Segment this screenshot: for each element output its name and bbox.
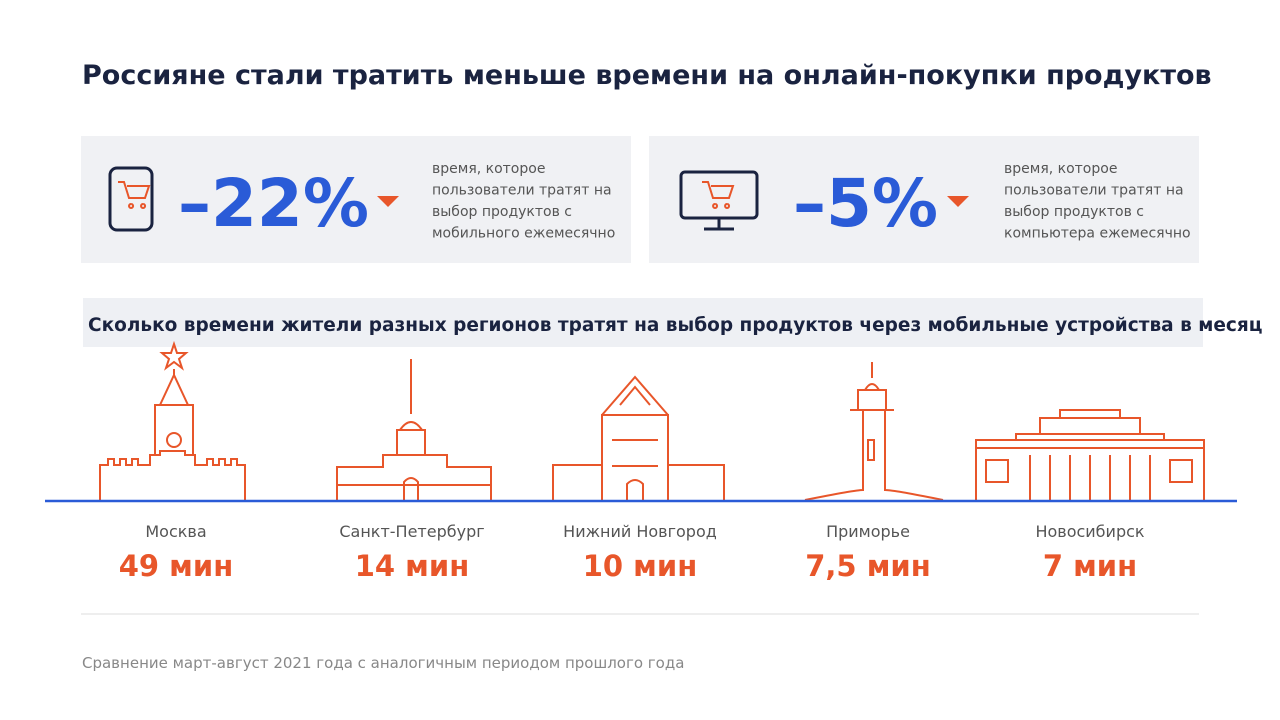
region-time: 49 мин	[119, 549, 234, 583]
description-line: пользователи тратят на	[1004, 183, 1184, 199]
region-name: Приморье	[826, 522, 910, 541]
regions-band	[83, 298, 1203, 347]
region-name: Москва	[145, 522, 206, 541]
description-line: выбор продуктов с	[432, 204, 572, 220]
footnote: Сравнение март-август 2021 года с аналог…	[82, 654, 684, 672]
region-time: 14 мин	[355, 549, 470, 583]
regions: Москва 49 мин Санкт-Петербург 14 мин Нижний …	[119, 522, 1145, 583]
description-line: компьютера ежемесячно	[1004, 226, 1191, 242]
region-time: 7 мин	[1043, 549, 1137, 583]
stat-card	[81, 136, 631, 263]
region-name: Новосибирск	[1035, 522, 1144, 541]
stat-description: время, которое пользователи тратят на выбо…	[1004, 161, 1191, 242]
region-name: Санкт-Петербург	[339, 522, 484, 541]
description-line: время, которое	[1004, 161, 1117, 177]
stat-value: –22%	[178, 165, 369, 242]
computer-icon	[679, 170, 759, 231]
region-time: 10 мин	[583, 549, 698, 583]
phone-icon	[108, 166, 154, 232]
stat-description: время, которое пользователи тратят на выбо…	[432, 161, 615, 242]
stat-card	[649, 136, 1199, 263]
description-line: выбор продуктов с	[1004, 204, 1144, 220]
down-arrow	[947, 196, 969, 207]
stat-value: –5%	[793, 165, 938, 242]
description-line: мобильного ежемесячно	[432, 226, 615, 242]
region-name: Нижний Новгород	[563, 522, 717, 541]
description-line: время, которое	[432, 161, 545, 177]
region-time: 7,5 мин	[805, 549, 931, 583]
title: Россияне стали тратить меньше времени на…	[82, 60, 1212, 91]
buildings	[99, 340, 1205, 501]
regions-title: Сколько времени жители разных регионов т…	[88, 315, 1262, 336]
down-arrow	[377, 196, 399, 207]
description-line: пользователи тратят на	[432, 183, 612, 199]
